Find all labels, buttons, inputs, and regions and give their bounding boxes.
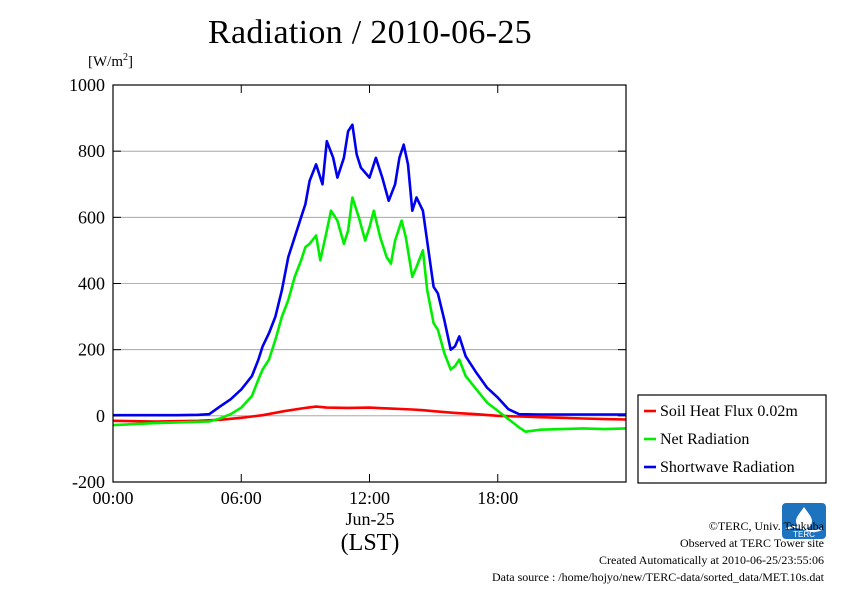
x-tick-label-0: 00:00 <box>92 488 133 508</box>
credits-block: ©TERC, Univ. Tsukuba Observed at TERC To… <box>404 518 824 586</box>
legend-label-1: Net Radiation <box>660 431 749 448</box>
y-axis-label-unit: [W/m <box>88 54 123 70</box>
y-tick-label-2: 200 <box>78 340 105 360</box>
x-axis-unit-label: (LST) <box>340 530 400 556</box>
series-line-1 <box>112 196 627 433</box>
y-axis-label-exponent: 2 <box>123 52 128 63</box>
y-axis-label: [W/m2] <box>88 52 133 71</box>
y-tick-label-1: 0 <box>96 406 105 426</box>
series-line-0 <box>112 405 627 423</box>
x-tick-label-2: 12:00 <box>349 488 390 508</box>
x-tick-label-3: 18:00 <box>477 488 518 508</box>
logo-text: TERC <box>793 530 815 539</box>
legend-label-0: Soil Heat Flux 0.02m <box>660 403 798 420</box>
y-tick-label-4: 600 <box>78 207 105 227</box>
credit-created: Created Automatically at 2010-06-25/23:5… <box>599 553 824 567</box>
credit-source: Data source : /home/hojyo/new/TERC-data/… <box>491 570 824 584</box>
legend-label-2: Shortwave Radiation <box>660 459 795 476</box>
legend-box <box>637 394 827 484</box>
y-tick-label-6: 1000 <box>69 75 105 95</box>
x-tick-label-1: 06:00 <box>221 488 262 508</box>
chart-title: Radiation / 2010-06-25 <box>208 14 532 51</box>
terc-logo: TERC <box>782 503 826 539</box>
x-axis-date-label: Jun-25 <box>345 509 395 529</box>
credit-copyright: ©TERC, Univ. Tsukuba <box>708 519 824 533</box>
y-tick-label-3: 400 <box>78 274 105 294</box>
y-tick-label-5: 800 <box>78 141 105 161</box>
y-axis-label-close: ] <box>128 54 133 70</box>
series-line-2 <box>113 123 626 417</box>
y-tick-label-0: -200 <box>72 472 105 492</box>
credit-site: Observed at TERC Tower site <box>679 536 824 550</box>
